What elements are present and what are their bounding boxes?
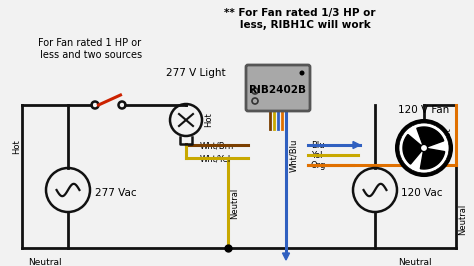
Text: ** For Fan rated 1/3 HP or
   less, RIBH1C will work: ** For Fan rated 1/3 HP or less, RIBH1C …: [224, 8, 376, 30]
Circle shape: [300, 70, 304, 76]
Text: Neutral: Neutral: [28, 258, 62, 266]
Text: Org: Org: [311, 161, 327, 171]
Polygon shape: [353, 142, 360, 148]
Text: Wht/Yel: Wht/Yel: [200, 155, 231, 164]
Polygon shape: [283, 253, 290, 260]
Circle shape: [420, 144, 428, 152]
Text: RIB2402B: RIB2402B: [249, 85, 307, 95]
FancyBboxPatch shape: [246, 65, 310, 111]
Circle shape: [399, 123, 449, 173]
Circle shape: [396, 120, 452, 176]
Text: For Fan rated 1 HP or
 less and two sources: For Fan rated 1 HP or less and two sourc…: [37, 38, 143, 60]
Text: Neutral: Neutral: [398, 258, 432, 266]
Text: Blu: Blu: [311, 142, 325, 151]
Text: Wht/Brn: Wht/Brn: [200, 142, 234, 151]
Text: 120 V Fan: 120 V Fan: [398, 105, 450, 115]
Polygon shape: [403, 135, 421, 164]
Text: Neutral: Neutral: [230, 187, 239, 219]
Text: 277 V Light: 277 V Light: [166, 68, 226, 78]
Text: Hot: Hot: [444, 128, 453, 142]
Text: Hot: Hot: [204, 113, 213, 127]
Polygon shape: [420, 149, 445, 169]
Text: Hot: Hot: [12, 140, 21, 154]
Text: 120 Vac: 120 Vac: [401, 188, 443, 198]
Text: Neutral: Neutral: [458, 203, 467, 235]
Polygon shape: [417, 127, 444, 147]
Text: 277 Vac: 277 Vac: [95, 188, 137, 198]
Text: Yel: Yel: [311, 152, 322, 160]
Text: Wht/Blu: Wht/Blu: [289, 139, 298, 172]
